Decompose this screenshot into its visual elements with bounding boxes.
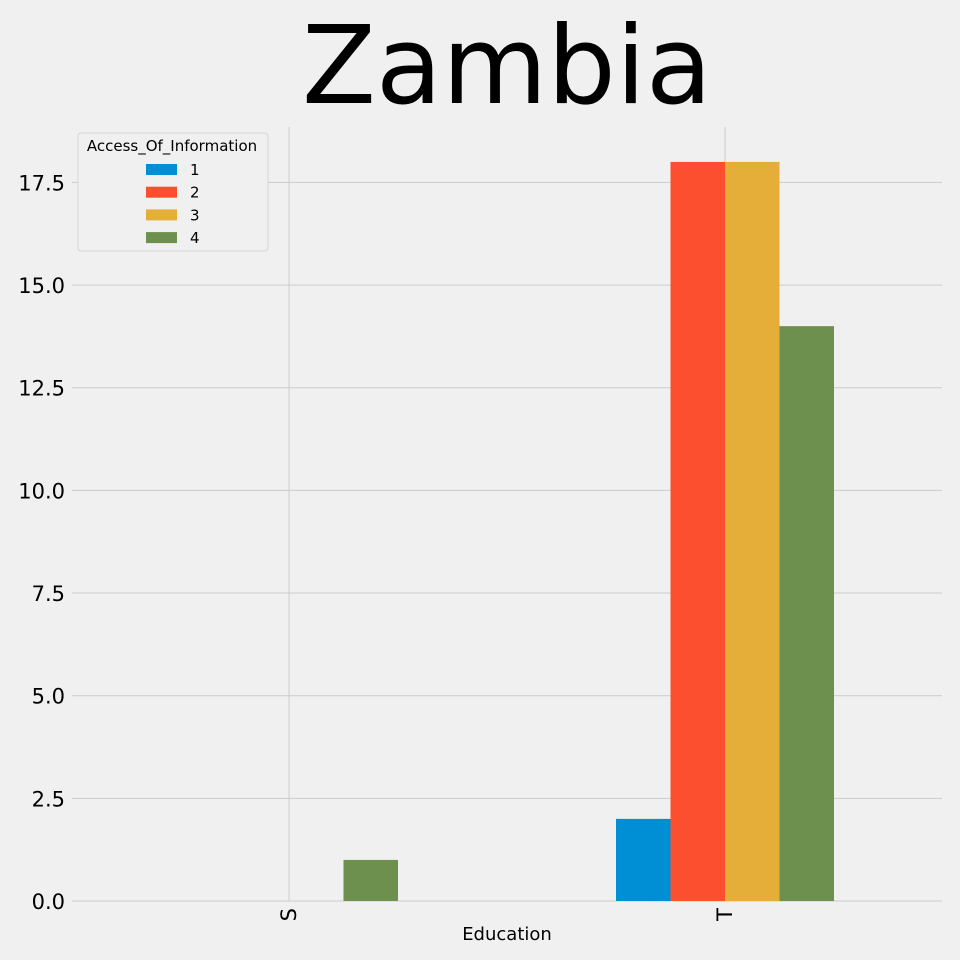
legend-label-4: 4 [190,229,200,247]
legend: Access_Of_Information 1 2 3 4 [77,132,269,252]
y-tick-label: 0.0 [32,890,65,914]
legend-swatch-1 [146,164,177,175]
bar-T-series-3 [725,161,780,901]
bars [343,161,834,901]
legend-items: 1 2 3 4 [146,161,200,247]
x-tick-label: T [713,908,737,922]
legend-label-2: 2 [190,184,200,202]
legend-swatch-3 [146,209,177,221]
bar-T-series-2 [670,161,725,901]
legend-label-3: 3 [190,206,200,224]
y-axis-ticks: 0.0 2.5 5.0 7.5 10.0 12.5 15.0 17.5 [18,171,65,914]
legend-swatch-4 [146,232,177,244]
x-axis-label: Education [462,924,552,945]
x-tick-label: S [277,908,301,921]
legend-title: Access_Of_Information [87,137,257,156]
chart-title: Zambia [302,4,712,129]
y-tick-label: 5.0 [32,685,65,709]
y-tick-label: 12.5 [18,377,65,401]
y-tick-label: 7.5 [32,582,65,606]
y-tick-label: 17.5 [18,171,65,195]
y-tick-label: 2.5 [32,787,65,811]
y-tick-label: 15.0 [18,274,65,298]
legend-label-1: 1 [190,161,200,179]
legend-swatch-2 [146,186,177,198]
y-tick-label: 10.0 [18,479,65,503]
bar-T-series-1 [616,818,671,901]
bar-S-series-4 [343,859,398,901]
bar-T-series-4 [779,326,834,901]
